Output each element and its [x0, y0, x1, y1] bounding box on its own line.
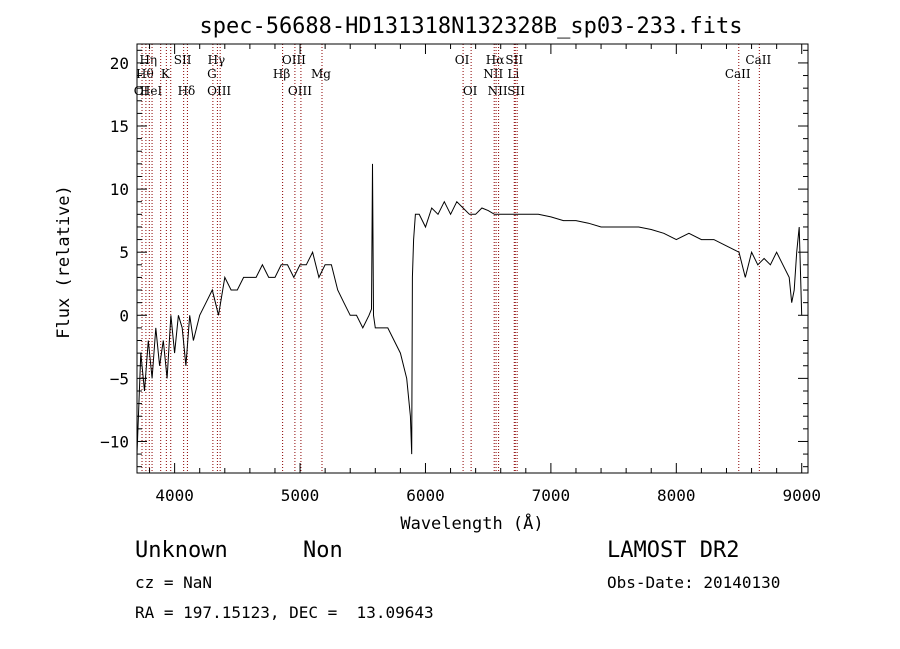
redshift-cz: cz = NaN [135, 573, 213, 592]
survey-name: LAMOST DR2 [607, 538, 740, 563]
line-label: Hη [139, 53, 157, 67]
series-layer [136, 163, 803, 455]
line-label: CaII [745, 53, 771, 67]
line-label: OIII [282, 53, 306, 67]
spectral-lines: OIHθHηHeIKSIIHδGHγOIIIHβOIIIOIIIMgOIOINI… [134, 44, 771, 473]
object-name: Unknown [135, 538, 228, 563]
line-label: Hα [486, 53, 505, 67]
x-tick-label: 7000 [532, 486, 571, 505]
x-axis: 4000 5000 6000 7000 8000 9000 [149, 44, 821, 505]
x-tick-label: 5000 [281, 486, 320, 505]
y-axis: −10 −5 0 5 10 15 20 [100, 49, 808, 468]
plot-frame [136, 43, 809, 474]
spectrum-line [136, 163, 803, 455]
y-tick-label: 0 [119, 306, 129, 325]
line-label: SII [507, 84, 525, 98]
x-tick-label: 9000 [782, 486, 821, 505]
line-label: Mg [311, 67, 331, 81]
line-label: OIII [288, 84, 312, 98]
x-tick-label: 4000 [155, 486, 194, 505]
line-label: SII [505, 53, 523, 67]
y-tick-label: −10 [100, 432, 129, 451]
x-tick-label: 6000 [406, 486, 445, 505]
line-label: NII [483, 67, 503, 81]
line-label: SII [174, 53, 192, 67]
line-label: NII [488, 84, 508, 98]
y-tick-label: −5 [110, 369, 129, 388]
y-tick-label: 20 [110, 54, 129, 73]
line-label: OIII [207, 84, 231, 98]
line-label: OI [463, 84, 478, 98]
line-label: K [161, 67, 171, 81]
y-tick-label: 10 [110, 180, 129, 199]
line-label: Hγ [208, 53, 226, 67]
chart-title: spec-56688-HD131318N132328B_sp03-233.fit… [199, 14, 742, 39]
object-class: Non [303, 538, 343, 563]
x-axis-label: Wavelength (Å) [400, 512, 543, 534]
coordinates: RA = 197.15123, DEC = 13.09643 [135, 603, 434, 622]
line-label: HeI [140, 84, 163, 98]
line-label: OI [455, 53, 470, 67]
y-axis-label: Flux (relative) [54, 185, 74, 339]
line-label: Hθ [136, 67, 154, 81]
line-label: G [207, 67, 217, 81]
y-tick-label: 15 [110, 117, 129, 136]
line-label: Hδ [178, 84, 196, 98]
line-label: CaII [725, 67, 751, 81]
obs-date: Obs-Date: 20140130 [607, 573, 781, 592]
line-label: Li [507, 67, 519, 81]
line-label: Hβ [273, 67, 290, 81]
y-tick-label: 5 [119, 243, 129, 262]
x-tick-label: 8000 [657, 486, 696, 505]
